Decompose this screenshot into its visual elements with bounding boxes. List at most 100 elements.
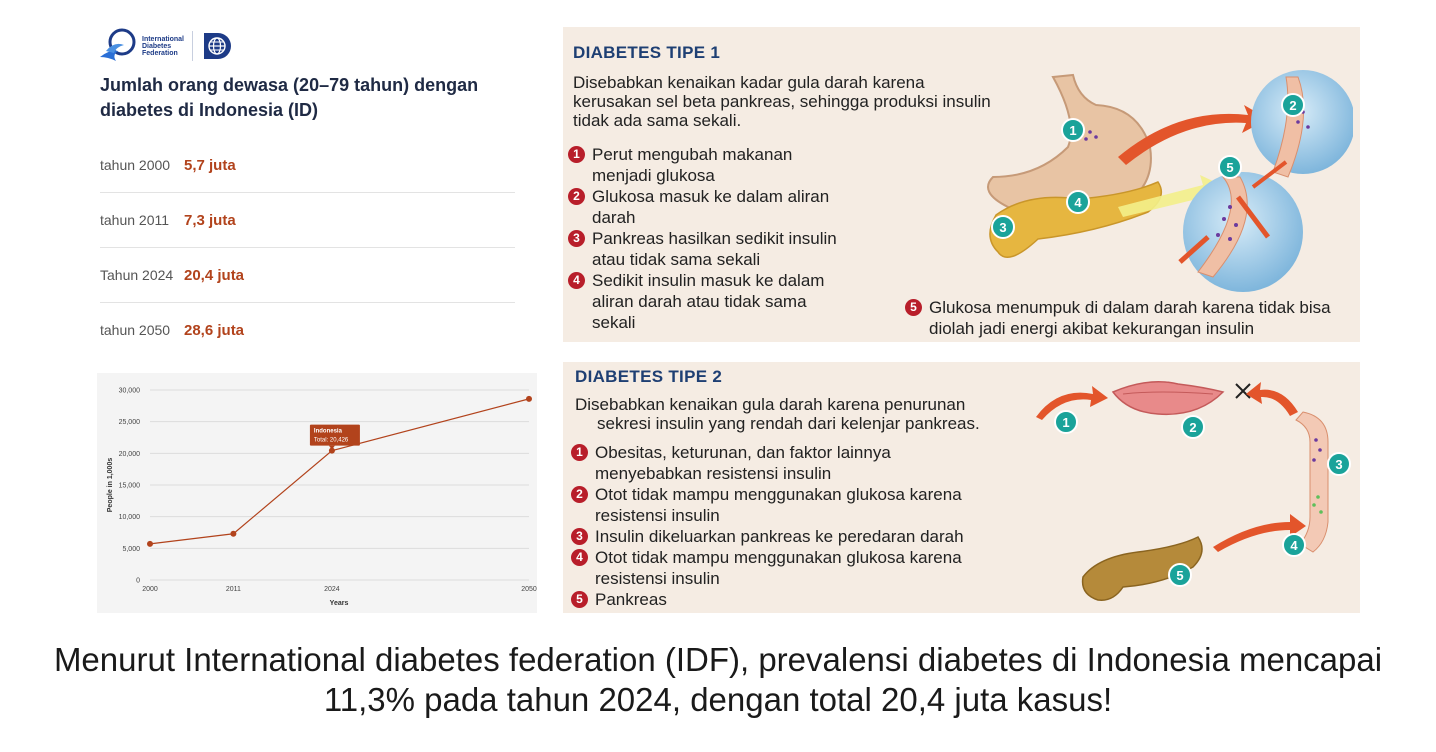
tooltip-title: Indonesia (314, 429, 343, 435)
step-number: 1 (568, 146, 585, 163)
svg-text:5: 5 (1226, 160, 1233, 175)
step-number: 1 (571, 444, 588, 461)
svg-text:4: 4 (1290, 538, 1298, 553)
chart-svg: 0 5,000 10,000 15,000 20,000 25,000 30,000 2000… (107, 388, 537, 608)
y-axis-label: People in 1,000s (107, 458, 114, 513)
tooltip-pointer (328, 445, 335, 450)
svg-text:1: 1 (1069, 123, 1076, 138)
step-text: Sedikit insulin masuk ke dalam aliran da… (592, 271, 825, 332)
arrow-to-blood (1118, 105, 1268, 165)
stat-value: 28,6 juta (184, 322, 245, 339)
stat-value: 20,4 juta (184, 266, 245, 284)
stat-list: tahun 2000 5,7 juta tahun 2011 7,3 juta … (100, 138, 515, 358)
stat-year: Tahun 2024 (100, 266, 174, 283)
y-tick-label: 5,000 (122, 546, 140, 553)
list-item: 5 Glukosa menumpuk di dalam darah karena … (905, 297, 1355, 339)
arrow-from-vessel (1246, 382, 1298, 416)
description-line: sekresi insulin yang rendah dari kelenja… (597, 414, 980, 433)
x-tick-label: 2050 (521, 586, 537, 593)
series-line (149, 398, 530, 545)
svg-text:3: 3 (999, 220, 1006, 235)
list-item: 3 Pankreas hasilkan sedikit insulin atau … (568, 228, 853, 270)
glucose-dots (1084, 110, 1310, 241)
panel-title: DIABETES TIPE 2 (575, 367, 723, 386)
tooltip-text: Total: 20,426 (314, 438, 349, 444)
blood-vessel-shape (1295, 411, 1329, 553)
muscle-shape (1111, 381, 1225, 416)
badge-1 (1061, 118, 1085, 142)
svg-text:2: 2 (1289, 98, 1296, 113)
panel-description: Disebabkan kenaikan kadar gula darah kar… (573, 73, 991, 130)
step-text: Insulin dikeluarkan pankreas ke peredara… (595, 527, 964, 546)
stat-row: tahun 2011 7,3 juta (100, 193, 515, 248)
x-tick-label: 2000 (142, 586, 158, 593)
stat-year: tahun 2000 (100, 156, 171, 173)
tooltip-box (309, 424, 360, 446)
svg-text:3: 3 (1335, 457, 1342, 472)
step-text: Glukosa masuk ke dalam aliran darah (592, 187, 830, 227)
badge-2 (1281, 93, 1305, 117)
y-tick-label: 25,000 (119, 419, 141, 426)
badge-1 (1054, 410, 1078, 434)
pancreas-shape (1081, 536, 1203, 601)
step-list: 1 Obesitas, keturunan, dan faktor lainnya… (571, 442, 1041, 610)
panel-title: DIABETES TIPE 1 (573, 43, 721, 62)
y-tick-label: 30,000 (119, 388, 141, 395)
panel-diabetes-tipe-1: DIABETES TIPE 1 Disebabkan kenaikan kada… (563, 27, 1360, 342)
step-number: 3 (568, 230, 585, 247)
step-text: Otot tidak mampu menggunakan glukosa kar… (595, 548, 962, 588)
data-point (328, 447, 335, 454)
svg-text:4: 4 (1074, 195, 1082, 210)
y-tick-label: 10,000 (119, 514, 141, 521)
step-list: 1 Perut mengubah makanan menjadi glukosa … (568, 144, 853, 333)
svg-text:2: 2 (1189, 420, 1196, 435)
list-item: 2 Otot tidak mampu menggunakan glukosa ka… (571, 484, 1041, 526)
x-tick-label: 2024 (324, 586, 340, 593)
list-item: 1 Obesitas, keturunan, dan faktor lainnya… (571, 442, 1041, 484)
badge-5 (1168, 563, 1192, 587)
badge-4 (1066, 190, 1090, 214)
step-number: 2 (568, 188, 585, 205)
step-number: 4 (571, 549, 588, 566)
y-tick-label: 0 (136, 578, 140, 585)
list-item: 2 Glukosa masuk ke dalam aliran darah (568, 186, 853, 228)
logo-org-name: International Diabetes Federation (142, 35, 185, 57)
badge-4 (1282, 533, 1306, 557)
globe-d-icon (204, 33, 231, 59)
idf-logo: International Diabetes Federation (98, 26, 233, 66)
step-text: Pankreas (595, 590, 667, 609)
step-number: 4 (568, 272, 585, 289)
step-list-extra: 5 Glukosa menumpuk di dalam darah karena … (905, 297, 1355, 339)
step-number: 5 (905, 299, 922, 316)
insulin-resistance-illustration: 1 2 3 4 5 (1036, 381, 1351, 601)
list-item: 5 Pankreas (571, 589, 1041, 610)
badge-5 (1218, 155, 1242, 179)
data-point (230, 530, 237, 537)
data-point (526, 395, 532, 402)
stat-year: tahun 2050 (100, 322, 171, 338)
list-item: 1 Perut mengubah makanan menjadi glukosa (568, 144, 853, 186)
stat-row: tahun 2050 28,6 juta (100, 303, 515, 358)
step-text: Otot tidak mampu menggunakan glukosa kar… (595, 485, 962, 525)
x-axis-label: Years (330, 600, 349, 607)
page-title: Jumlah orang dewasa (20–79 tahun) dengan… (100, 75, 479, 120)
caption: Menurut International diabetes federatio… (53, 641, 1383, 718)
line-chart: 0 5,000 10,000 15,000 20,000 25,000 30,000 2000… (97, 373, 537, 613)
x-tick-label: 2011 (226, 586, 241, 593)
svg-text:1: 1 (1062, 415, 1069, 430)
step-text: Glukosa menumpuk di dalam darah karena t… (929, 298, 1331, 338)
data-point (147, 540, 153, 547)
badge-3 (991, 215, 1015, 239)
description-line: Disebabkan kenaikan gula darah karena pe… (575, 395, 966, 414)
stat-row: tahun 2000 5,7 juta (100, 138, 515, 193)
blocked-x-icon (1235, 383, 1251, 399)
badge-2 (1181, 415, 1205, 439)
list-item: 4 Sedikit insulin masuk ke dalam aliran d… (568, 270, 853, 333)
arrow-insulin (1118, 175, 1230, 217)
step-text: Obesitas, keturunan, dan faktor lainnya … (595, 443, 891, 483)
badge-3 (1327, 452, 1351, 476)
step-text: Perut mengubah makanan menjadi glukosa (592, 145, 793, 185)
svg-text:5: 5 (1176, 568, 1183, 583)
stat-value: 7,3 juta (184, 211, 236, 229)
step-number: 3 (571, 528, 588, 545)
